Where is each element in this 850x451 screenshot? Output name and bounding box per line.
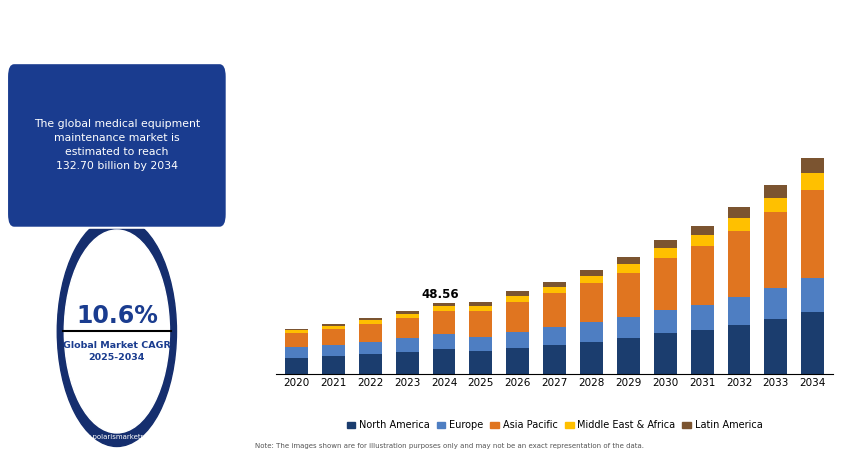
Bar (654, 240, 677, 249)
Bar (396, 311, 418, 314)
Text: Note: The images shown are for illustration purposes only and may not be an exac: Note: The images shown are for illustrat… (255, 443, 644, 449)
Bar (322, 345, 345, 356)
Text: 10.6%: 10.6% (76, 304, 158, 328)
Bar (691, 226, 713, 235)
Bar (433, 335, 456, 350)
Bar (691, 246, 713, 305)
Bar (359, 318, 382, 320)
Legend: North America, Europe, Asia Pacific, Middle East & Africa, Latin America: North America, Europe, Asia Pacific, Mid… (343, 416, 767, 434)
Bar (396, 318, 418, 338)
Bar (691, 235, 713, 246)
Bar (617, 338, 640, 374)
Bar (469, 306, 492, 311)
Bar (469, 337, 492, 351)
Bar (580, 341, 603, 374)
Bar (433, 311, 456, 335)
Bar (322, 329, 345, 345)
Bar (285, 333, 308, 347)
Bar (285, 331, 308, 333)
Bar (654, 258, 677, 309)
Bar (433, 303, 456, 306)
Bar (543, 327, 566, 345)
Bar (543, 287, 566, 293)
Bar (507, 296, 530, 302)
Bar (691, 305, 713, 330)
Bar (433, 350, 456, 374)
FancyBboxPatch shape (7, 63, 227, 228)
Bar (507, 302, 530, 331)
Text: Global Market CAGR: Global Market CAGR (63, 341, 171, 350)
Bar (764, 198, 787, 212)
Text: POLARIS: POLARIS (111, 31, 178, 46)
Bar (802, 190, 824, 277)
Bar (359, 342, 382, 354)
Bar (580, 270, 603, 276)
Text: ✦: ✦ (79, 32, 89, 45)
Bar (359, 323, 382, 342)
Bar (396, 314, 418, 318)
Bar (802, 173, 824, 190)
Bar (543, 293, 566, 327)
Bar (285, 358, 308, 374)
Circle shape (65, 230, 169, 433)
Bar (433, 306, 456, 311)
Bar (322, 356, 345, 374)
Circle shape (57, 216, 177, 446)
Bar (691, 330, 713, 374)
Bar (507, 291, 530, 296)
Bar (764, 319, 787, 374)
Bar (654, 333, 677, 374)
Text: The global medical equipment
maintenance market is
estimated to reach
132.70 bil: The global medical equipment maintenance… (34, 119, 200, 171)
Bar (322, 324, 345, 326)
Bar (359, 320, 382, 323)
Bar (654, 249, 677, 258)
Bar (802, 312, 824, 374)
Bar (617, 272, 640, 317)
Bar (396, 338, 418, 352)
Text: Medical Equipment Maintenance Market: Medical Equipment Maintenance Market (266, 15, 660, 33)
Bar (507, 348, 530, 374)
Bar (802, 277, 824, 312)
Text: 48.56: 48.56 (422, 288, 459, 301)
Bar (580, 276, 603, 283)
Bar (764, 289, 787, 319)
Bar (654, 309, 677, 333)
Bar (617, 264, 640, 272)
Bar (580, 283, 603, 322)
Bar (764, 185, 787, 198)
Text: MARKET RESEARCH: MARKET RESEARCH (78, 51, 156, 60)
Bar (469, 311, 492, 337)
Bar (469, 302, 492, 306)
Bar (543, 281, 566, 287)
Bar (728, 207, 751, 218)
Bar (802, 158, 824, 173)
Text: 2025-2034: 2025-2034 (88, 353, 145, 362)
Bar (617, 317, 640, 338)
Bar (359, 354, 382, 374)
Bar (285, 347, 308, 358)
Text: Source: www.polarismarketresearch.com: Source: www.polarismarketresearch.com (45, 434, 189, 440)
Bar (580, 322, 603, 341)
Bar (728, 231, 751, 297)
Bar (322, 326, 345, 329)
Text: Size, By Region, 2020 - 2034 (USD Billion): Size, By Region, 2020 - 2034 (USD Billio… (266, 56, 500, 66)
Bar (396, 352, 418, 374)
Bar (728, 218, 751, 231)
Bar (543, 345, 566, 374)
Bar (728, 297, 751, 325)
Bar (285, 329, 308, 331)
Bar (764, 212, 787, 289)
Bar (469, 351, 492, 374)
Bar (728, 325, 751, 374)
Bar (617, 257, 640, 264)
Bar (507, 331, 530, 348)
